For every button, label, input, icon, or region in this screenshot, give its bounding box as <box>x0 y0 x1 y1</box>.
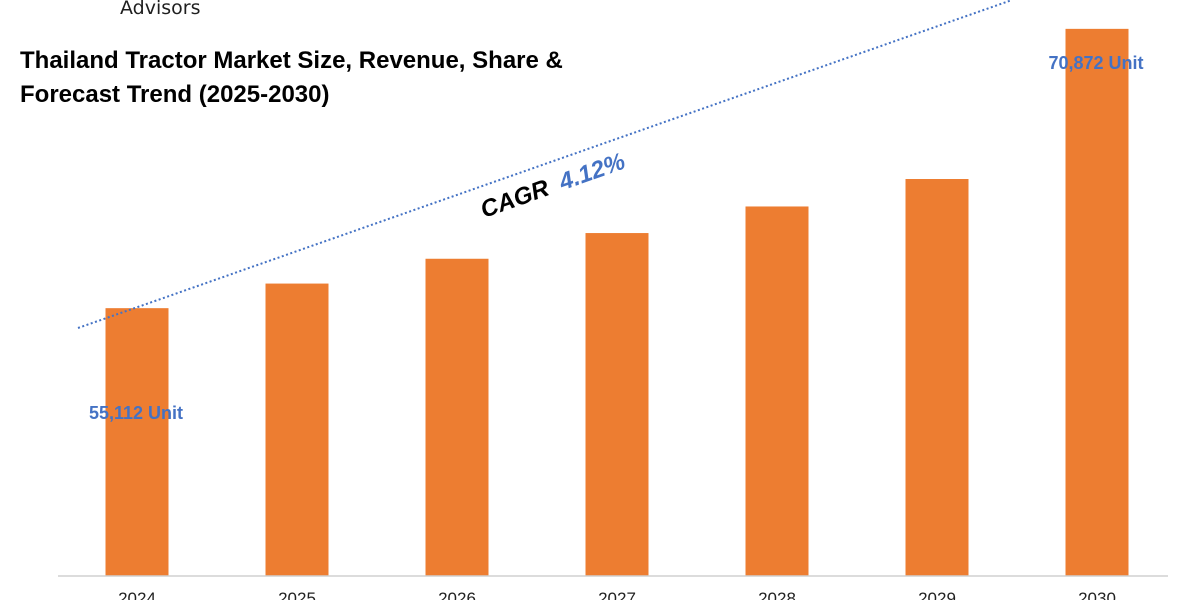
cagr-value: 4.12% <box>555 148 629 196</box>
x-tick-label-2029: 2029 <box>918 589 956 600</box>
data-label-first: 55,112 Unit <box>89 403 183 423</box>
bar-2024 <box>105 308 169 576</box>
cagr-annotation: CAGR 4.12% <box>477 148 629 224</box>
bar-2030 <box>1065 28 1129 577</box>
bar-2027 <box>585 233 649 576</box>
cagr-trend-line <box>77 0 1013 329</box>
x-tick-labels: 2024 2025 2026 2027 2028 2029 2030 <box>118 589 1116 600</box>
x-tick-label-2026: 2026 <box>438 589 476 600</box>
title-line-2: Forecast Trend (2025-2030) <box>20 81 330 108</box>
bar-2025 <box>265 283 329 576</box>
x-tick-label-2024: 2024 <box>118 589 156 600</box>
cagr-prefix: CAGR <box>477 174 553 223</box>
title-line-1: Thailand Tractor Market Size, Revenue, S… <box>20 47 563 74</box>
bar-2029 <box>905 179 969 576</box>
bar-2028 <box>745 206 809 576</box>
x-tick-label-2028: 2028 <box>758 589 796 600</box>
brand-name: Advisors <box>120 0 201 19</box>
bar-2026 <box>425 258 489 576</box>
data-label-last: 70,872 Unit <box>1048 53 1143 73</box>
x-tick-label-2027: 2027 <box>598 589 636 600</box>
page-title: Thailand Tractor Market Size, Revenue, S… <box>20 44 620 112</box>
bars-group <box>105 28 1129 577</box>
x-tick-label-2030: 2030 <box>1078 589 1116 600</box>
x-tick-label-2025: 2025 <box>278 589 316 600</box>
